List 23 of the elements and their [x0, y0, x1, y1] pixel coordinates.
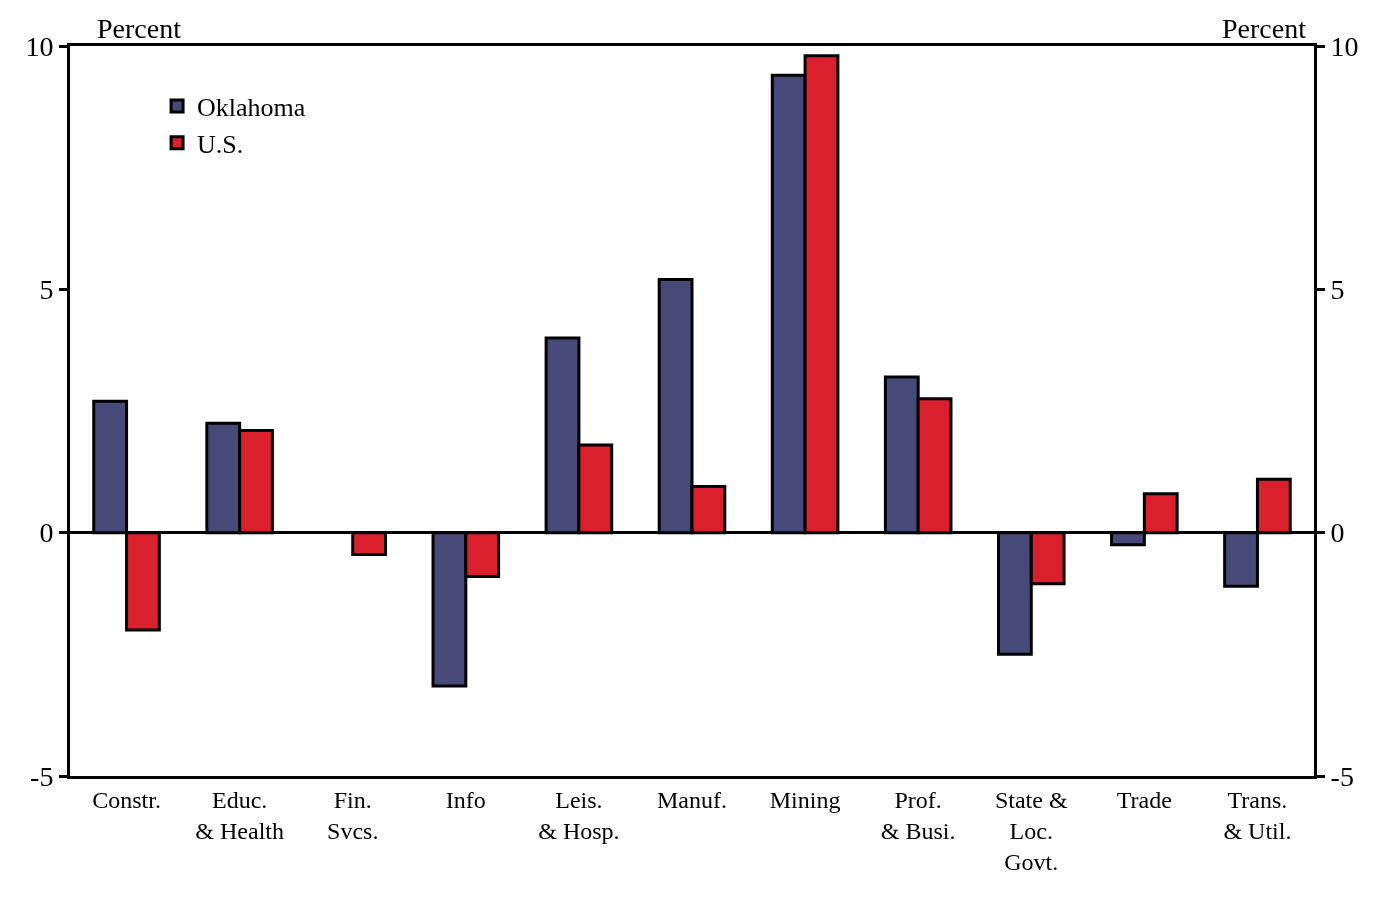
y2-tick-label: 5 [1330, 274, 1345, 306]
x-tick-label: Educ. & Health [195, 786, 284, 844]
legend-label: U.S. [197, 129, 244, 159]
y-tick-label: 5 [39, 274, 54, 306]
x-tick-label: State & Loc. Govt. [994, 786, 1068, 876]
y2-tick-label: 0 [1330, 517, 1345, 549]
y-tick-label: 10 [25, 30, 54, 62]
y-tick-label: -5 [30, 760, 54, 792]
x-tick-label: Constr. [92, 786, 161, 813]
x-tick-label: Prof. & Busi. [880, 786, 956, 844]
x-tick-label: Trans. & Util. [1223, 786, 1292, 844]
x-tick-label: Manuf. [657, 786, 727, 813]
x-tick-label: Fin. Svcs. [327, 786, 379, 844]
y2-tick-label: 10 [1330, 30, 1359, 62]
x-tick-label: Mining [769, 786, 841, 813]
x-tick-label: Trade [1116, 786, 1172, 813]
y2-tick-label: -5 [1330, 760, 1354, 792]
legend-label: Oklahoma [197, 93, 306, 123]
x-tick-label: Info [445, 786, 486, 813]
y-tick-label: 0 [39, 517, 54, 549]
y2-axis-title: Percent [1222, 13, 1307, 44]
x-tick-label: Leis. & Hosp. [538, 786, 620, 844]
y-axis-title: Percent [97, 13, 182, 44]
